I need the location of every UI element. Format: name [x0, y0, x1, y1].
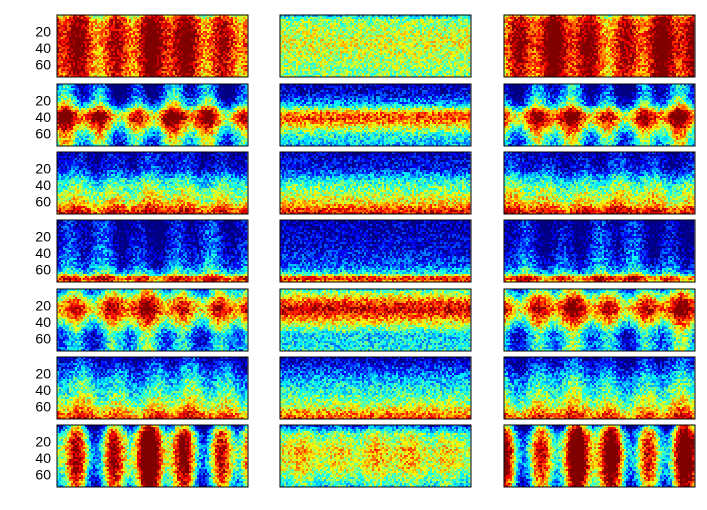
ytick-label-row5-20: 20 — [35, 298, 51, 314]
spectrogram-panel-r6-c1 — [57, 357, 247, 419]
ytick-label-row2-40: 40 — [35, 109, 51, 125]
ytick-label-row1-60: 60 — [35, 57, 51, 73]
ytick-label-row4-60: 60 — [35, 262, 51, 278]
spectrogram-panel-r1-c2 — [280, 15, 470, 77]
spectrogram-panel-r3-c3 — [504, 152, 694, 214]
ytick-label-row6-20: 20 — [35, 366, 51, 382]
ytick-label-row3-40: 40 — [35, 177, 51, 193]
ytick-label-row7-60: 60 — [35, 467, 51, 483]
ytick-label-row3-20: 20 — [35, 161, 51, 177]
ytick-label-row6-40: 40 — [35, 382, 51, 398]
ytick-label-row7-40: 40 — [35, 450, 51, 466]
ytick-label-row6-60: 60 — [35, 399, 51, 415]
spectrogram-panel-r3-c2 — [280, 152, 470, 214]
spectrogram-panel-r5-c3 — [504, 289, 694, 351]
spectrogram-panel-r3-c1 — [57, 152, 247, 214]
spectrogram-panel-r2-c2 — [280, 84, 470, 146]
ytick-label-row3-60: 60 — [35, 194, 51, 210]
spectrogram-panel-r7-c3 — [504, 425, 694, 487]
ytick-label-row1-40: 40 — [35, 40, 51, 56]
ytick-label-row5-40: 40 — [35, 314, 51, 330]
spectrogram-panel-r1-c3 — [504, 15, 694, 77]
spectrogram-panel-r5-c1 — [57, 289, 247, 351]
spectrogram-panel-r4-c1 — [57, 220, 247, 282]
spectrogram-panel-r7-c1 — [57, 425, 247, 487]
spectrogram-panel-r7-c2 — [280, 425, 470, 487]
spectrogram-panel-r1-c1 — [57, 15, 247, 77]
ytick-label-row5-60: 60 — [35, 331, 51, 347]
ytick-label-row7-20: 20 — [35, 434, 51, 450]
ytick-label-row2-20: 20 — [35, 93, 51, 109]
spectrogram-panel-r4-c3 — [504, 220, 694, 282]
spectrogram-panel-r6-c2 — [280, 357, 470, 419]
ytick-label-row4-40: 40 — [35, 245, 51, 261]
ytick-label-row2-60: 60 — [35, 126, 51, 142]
ytick-label-row1-20: 20 — [35, 24, 51, 40]
ytick-label-row4-20: 20 — [35, 229, 51, 245]
spectrogram-panel-r6-c3 — [504, 357, 694, 419]
spectrogram-panel-r2-c3 — [504, 84, 694, 146]
spectrogram-panel-r2-c1 — [57, 84, 247, 146]
spectrogram-panel-r5-c2 — [280, 289, 470, 351]
spectrogram-panel-r4-c2 — [280, 220, 470, 282]
